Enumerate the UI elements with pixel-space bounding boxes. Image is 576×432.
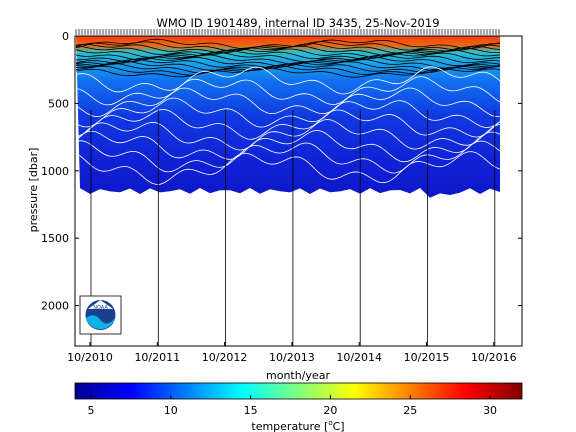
plot-frame (74, 35, 523, 347)
isotherm (75, 45, 501, 56)
x-tick-label: 10/2013 (269, 351, 315, 364)
y-tick-label: 1500 (41, 232, 69, 245)
x-tick-label: 10/2012 (202, 351, 248, 364)
isotherm (75, 63, 501, 74)
isotherm (75, 67, 501, 78)
isotherm (75, 108, 501, 140)
y-tick-label: 2000 (41, 300, 69, 313)
x-tick-label: 10/2016 (471, 351, 517, 364)
isotherm (75, 65, 501, 76)
chart-title: WMO ID 1901489, internal ID 3435, 25-Nov… (156, 16, 439, 30)
y-tick-label: 500 (48, 97, 69, 110)
isotherm (75, 118, 501, 151)
isotherm (75, 87, 501, 118)
colorbar-tick-label: 5 (87, 404, 94, 417)
x-tick-label: 10/2011 (134, 351, 180, 364)
isotherm (75, 58, 501, 69)
x-tick-label: 10/2015 (404, 351, 450, 364)
isotherm (75, 47, 501, 58)
x-tick-label: 10/2014 (336, 351, 382, 364)
isotherm (75, 38, 501, 50)
colorbar-tick-label: 10 (164, 404, 178, 417)
x-axis-label: month/year (266, 369, 330, 382)
colorbar-ticks: 5 10 15 20 25 30 (87, 395, 497, 417)
isotherm (75, 140, 501, 174)
y-axis: 0 500 1000 1500 2000 (41, 30, 522, 313)
deep-profile-lines (90, 110, 496, 346)
isotherm (75, 151, 501, 185)
isotherm (76, 51, 501, 63)
y-tick-label: 0 (62, 30, 69, 43)
noaa-logo-text: NOAA (93, 305, 108, 311)
profile-tick-rug (75, 29, 500, 35)
colorbar-tick-label: 15 (244, 404, 258, 417)
colorbar-label: temperature [oC] (251, 419, 344, 432)
colorbar-tick-label: 25 (403, 404, 417, 417)
colorbar-tick-label: 30 (483, 404, 497, 417)
isotherm (75, 97, 501, 128)
isotherm (75, 76, 501, 106)
isotherm (75, 66, 501, 95)
y-axis-label: pressure [dbar] (27, 148, 40, 233)
noaa-logo: NOAA (79, 295, 122, 335)
x-tick-label: 10/2010 (67, 351, 113, 364)
isotherm-contours (75, 38, 501, 185)
x-axis: 10/2010 10/2011 10/2012 10/2013 10/2014 10/20… (67, 342, 517, 364)
y-tick-label: 1000 (41, 165, 69, 178)
isotherm (75, 56, 501, 67)
colorbar (74, 382, 523, 400)
isotherm (75, 129, 501, 163)
isotherm (75, 49, 501, 61)
colorbar-tick-label: 20 (323, 404, 337, 417)
